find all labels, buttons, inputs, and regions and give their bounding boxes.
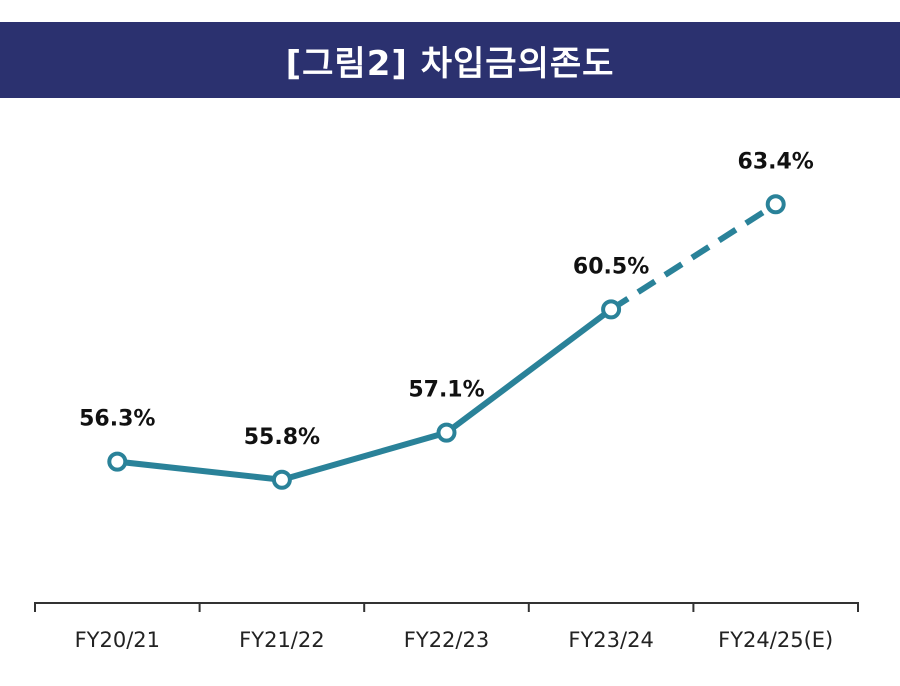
series-line-estimate	[609, 201, 778, 312]
data-point	[601, 299, 622, 320]
data-point	[765, 194, 786, 215]
data-label: 63.4%	[738, 149, 814, 174]
title-bar: [그림2] 차입금의존도	[0, 22, 900, 98]
data-point	[436, 422, 457, 443]
chart-title: [그림2] 차입금의존도	[285, 43, 615, 84]
data-point	[271, 469, 292, 490]
x-tick-label: FY20/21	[75, 628, 160, 652]
x-tick-label: FY22/23	[404, 628, 489, 652]
x-tick-label: FY24/25(E)	[718, 628, 833, 652]
data-label: 60.5%	[573, 254, 649, 279]
data-label: 56.3%	[79, 407, 155, 432]
x-tick-label: FY21/22	[239, 628, 324, 652]
series-line-actual	[116, 306, 613, 483]
data-point	[107, 451, 128, 472]
data-label: 57.1%	[408, 378, 484, 403]
x-tick-label: FY23/24	[568, 628, 653, 652]
data-label: 55.8%	[244, 425, 320, 450]
